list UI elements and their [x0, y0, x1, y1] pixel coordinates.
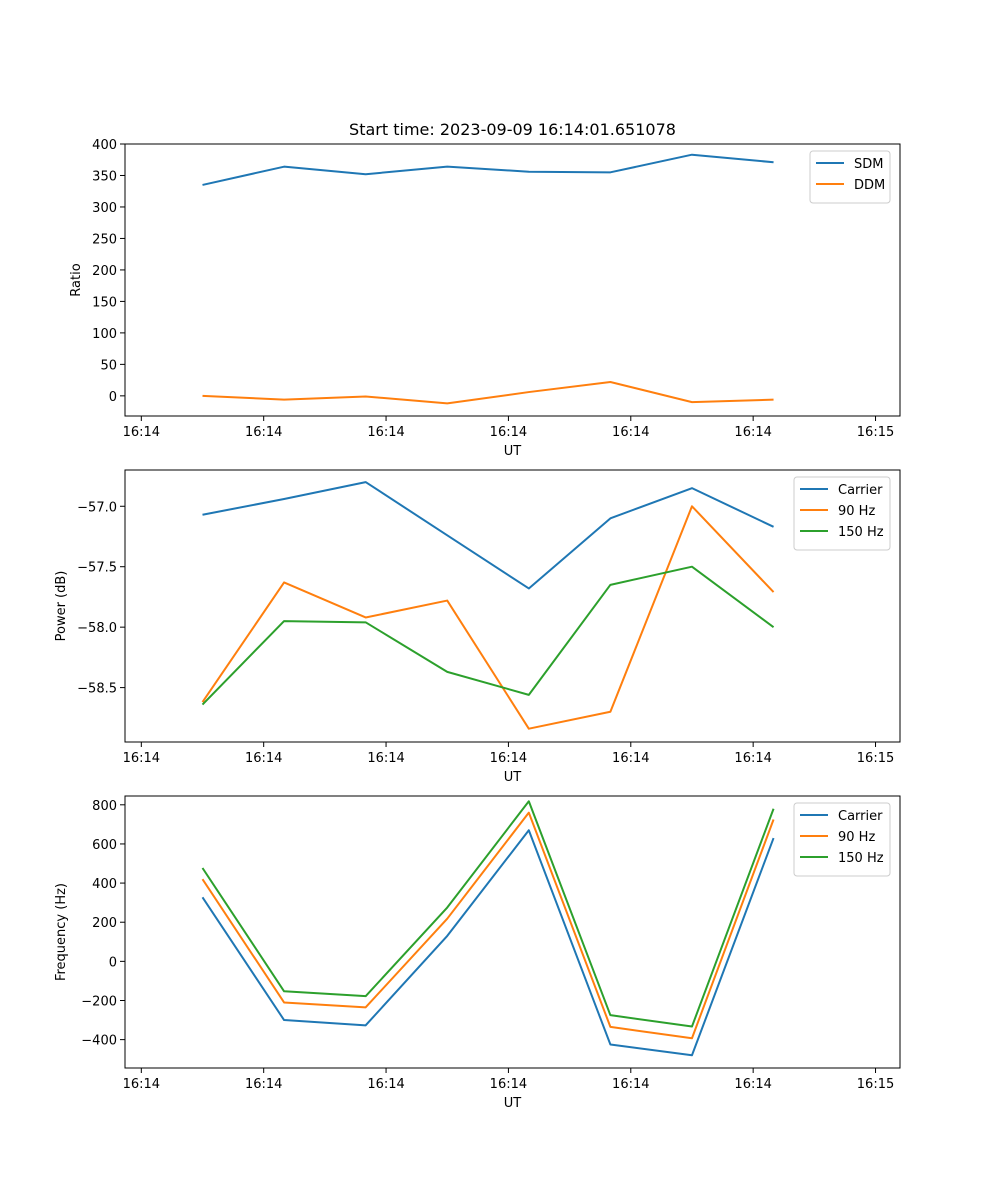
x-axis-label: UT — [504, 770, 522, 785]
legend-label: SDM — [854, 157, 883, 172]
legend-label: DDM — [854, 178, 885, 193]
y-tick-label: 300 — [92, 201, 117, 216]
x-tick-label: 16:14 — [612, 425, 649, 440]
chart-panel-3: 16:14 16:14 16:14 16:14 16:14 16:14 16:15 −400 −… — [54, 795, 901, 1111]
x-tick-label: 16:14 — [245, 1077, 282, 1092]
x-tick-label: 16:15 — [857, 751, 894, 766]
x-tick-label: 16:14 — [490, 425, 527, 440]
y-tick-label: 50 — [100, 358, 117, 373]
y-tick-label: −58.5 — [77, 682, 117, 697]
y-tick-label: 100 — [92, 327, 117, 342]
y-tick-label: 150 — [92, 295, 117, 310]
y-tick-label: −57.5 — [77, 561, 117, 576]
y-axis-label: Ratio — [69, 263, 84, 296]
axes-frame — [124, 143, 901, 417]
x-tick-label: 16:14 — [123, 425, 160, 440]
x-tick-label: 16:15 — [857, 1077, 894, 1092]
x-tick-label: 16:14 — [490, 751, 527, 766]
chart-panel-1: 16:14 16:14 16:14 16:14 16:14 16:14 16:15 0 50 10… — [69, 120, 901, 459]
legend-label: Carrier — [838, 809, 883, 824]
x-tick-label: 16:14 — [734, 751, 771, 766]
series-line-carrier — [202, 481, 774, 590]
x-tick-label: 16:14 — [612, 1077, 649, 1092]
x-tick-label: 16:14 — [367, 425, 404, 440]
x-axis-label: UT — [504, 444, 522, 459]
x-tick-label: 16:14 — [734, 1077, 771, 1092]
series-line-90-hz — [201, 505, 775, 730]
y-tick-label: 200 — [92, 916, 117, 931]
y-tick-label: 600 — [92, 838, 117, 853]
chart-title: Start time: 2023-09-09 16:14:01.651078 — [349, 120, 676, 139]
legend: SDM DDM — [809, 150, 891, 204]
x-tick-label: 16:14 — [123, 751, 160, 766]
y-tick-label: −58.0 — [77, 621, 117, 636]
legend-label: Carrier — [838, 483, 883, 498]
y-axis-label: Power (dB) — [54, 571, 69, 642]
x-tick-label: 16:14 — [490, 1077, 527, 1092]
x-axis-label: UT — [504, 1096, 522, 1111]
series-line-sdm — [202, 153, 774, 186]
legend-label: 90 Hz — [838, 830, 875, 845]
axes-frame — [124, 795, 901, 1069]
legend: Carrier 90 Hz 150 Hz — [793, 802, 891, 877]
y-tick-label: 350 — [92, 169, 117, 184]
series-line-carrier — [201, 829, 775, 1057]
x-tick-label: 16:14 — [123, 1077, 160, 1092]
x-tick-label: 16:14 — [734, 425, 771, 440]
x-tick-label: 16:15 — [857, 425, 894, 440]
legend-label: 150 Hz — [838, 851, 884, 866]
axes-frame — [124, 469, 901, 743]
x-tick-label: 16:14 — [612, 751, 649, 766]
y-tick-label: 0 — [109, 955, 117, 970]
y-tick-label: −200 — [81, 994, 117, 1009]
series-line-150-hz — [201, 800, 775, 1028]
y-axis-label: Frequency (Hz) — [54, 883, 69, 981]
x-tick-label: 16:14 — [367, 751, 404, 766]
chart-panel-2: 16:14 16:14 16:14 16:14 16:14 16:14 16:15 −58.5… — [54, 469, 901, 785]
series-line-150-hz — [201, 565, 775, 706]
x-tick-label: 16:14 — [245, 425, 282, 440]
series-line-ddm — [202, 381, 774, 405]
legend-label: 90 Hz — [838, 504, 875, 519]
y-tick-label: 400 — [92, 877, 117, 892]
x-tick-label: 16:14 — [367, 1077, 404, 1092]
series-line-90-hz — [201, 811, 775, 1040]
legend-label: 150 Hz — [838, 525, 884, 540]
y-tick-label: 200 — [92, 264, 117, 279]
y-tick-label: 250 — [92, 232, 117, 247]
y-tick-label: 400 — [92, 138, 117, 153]
y-tick-label: 800 — [92, 799, 117, 814]
y-tick-label: −400 — [81, 1034, 117, 1049]
y-tick-label: 0 — [109, 390, 117, 405]
legend: Carrier 90 Hz 150 Hz — [793, 476, 891, 551]
x-tick-label: 16:14 — [245, 751, 282, 766]
y-tick-label: −57.0 — [77, 500, 117, 515]
